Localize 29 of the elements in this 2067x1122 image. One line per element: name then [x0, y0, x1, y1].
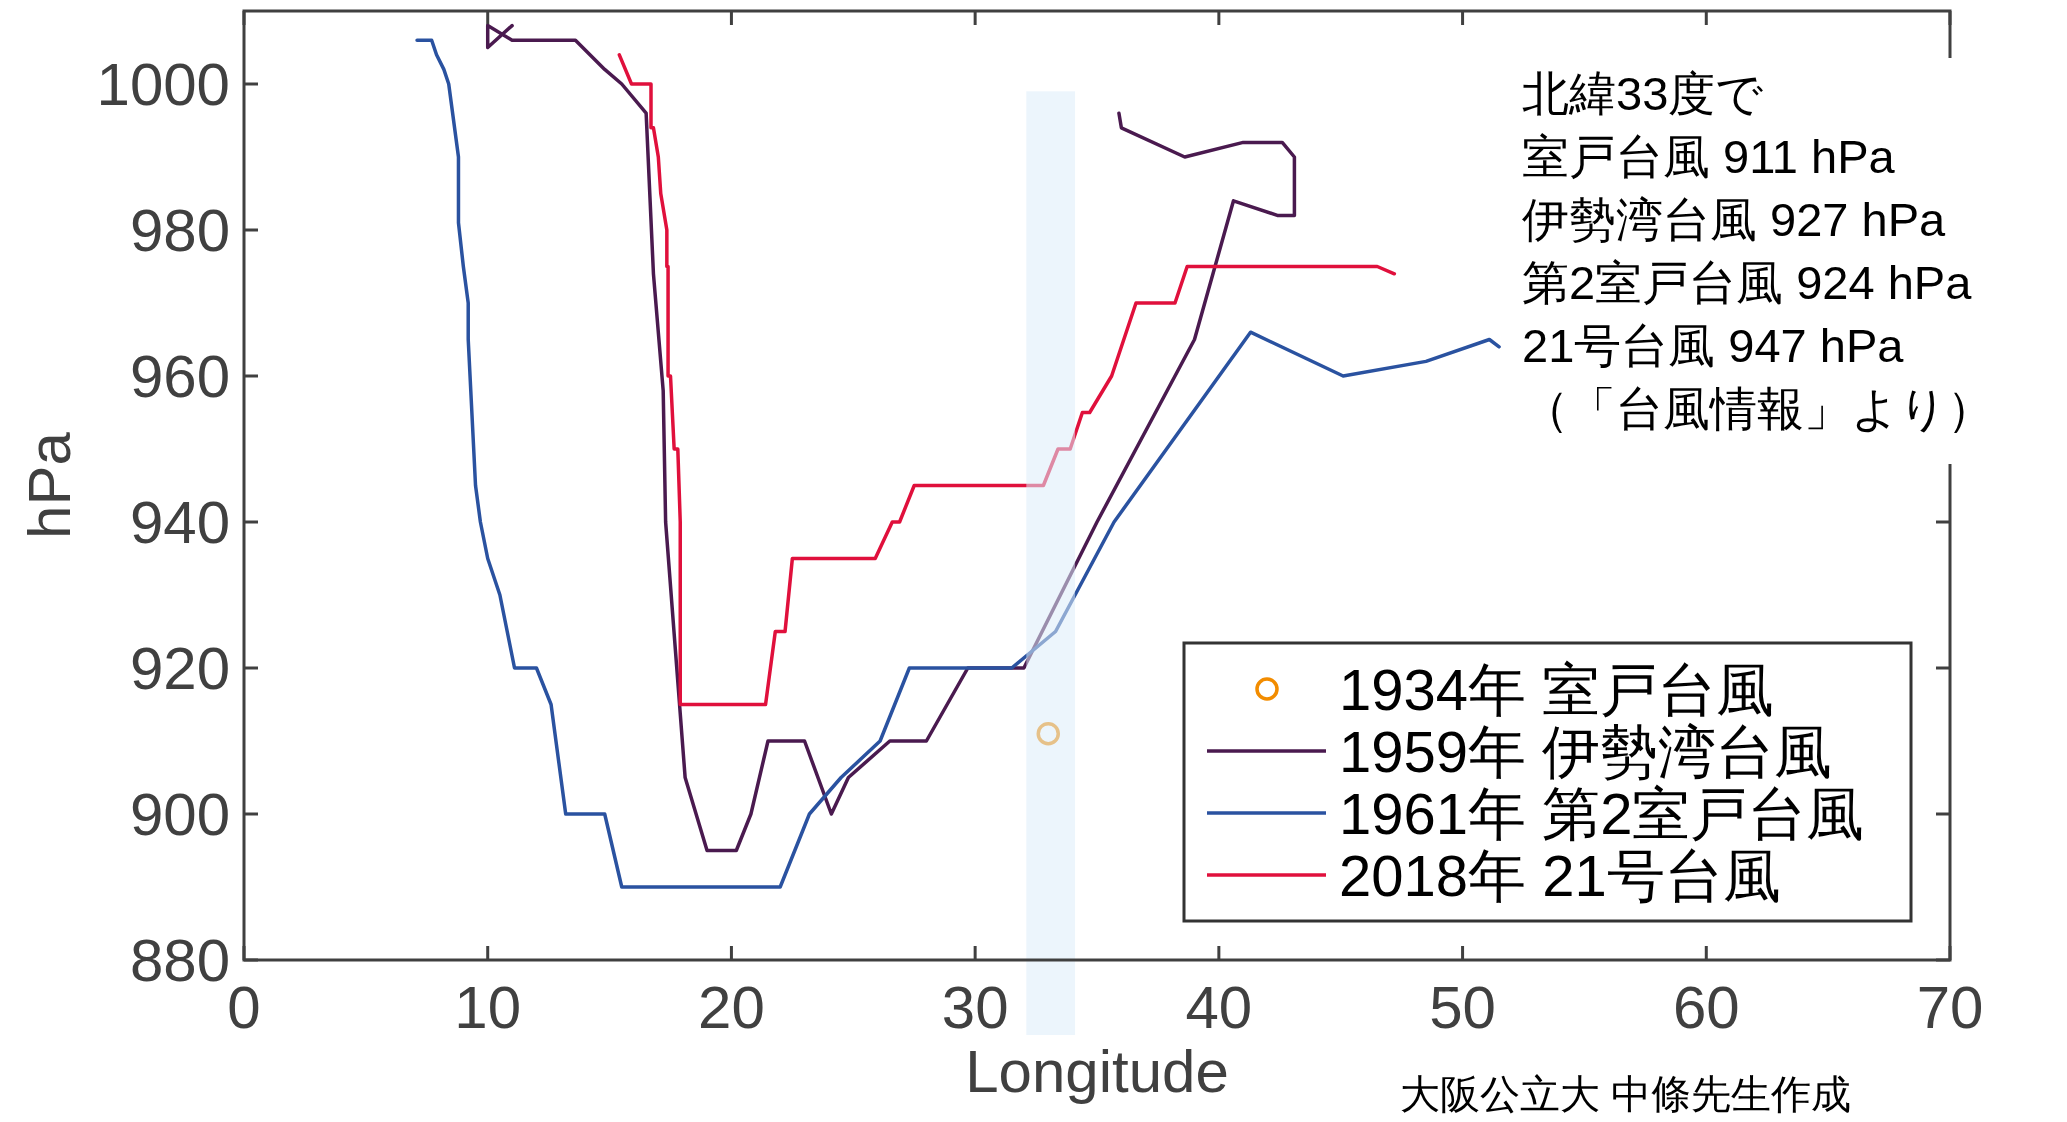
x-tick-label: 50 [1429, 974, 1496, 1041]
y-tick-label: 880 [129, 927, 230, 994]
x-tick-label: 70 [1916, 974, 1984, 1041]
annotation: 伊勢湾台風 927 hPa [1522, 193, 1947, 246]
x-tick-label: 10 [454, 974, 522, 1041]
x-tick-label: 40 [1185, 974, 1253, 1041]
y-tick-label: 960 [129, 343, 230, 410]
y-tick-label: 980 [129, 197, 230, 264]
legend-label: 1934年 室戸台風 [1339, 657, 1775, 722]
annotation: 21号台風 947 hPa [1522, 319, 1905, 372]
annotation: 第2室戸台風 924 hPa [1522, 256, 1973, 309]
y-axis-title: hPa [16, 431, 83, 539]
x-tick-label: 0 [227, 974, 261, 1041]
y-tick-label: 1000 [96, 51, 230, 118]
text: 大阪公立大 中條先生作成 [1400, 1072, 1852, 1116]
y-tick-label: 900 [129, 781, 230, 848]
x-tick-label: 60 [1672, 974, 1740, 1041]
annotation: （「台風情報」より） [1522, 382, 1994, 435]
legend-label: 2018年 21号台風 [1339, 843, 1781, 908]
y-tick-label: 940 [129, 489, 230, 556]
annotation: 室戸台風 911 hPa [1522, 130, 1896, 183]
line-series [485, 23, 1297, 853]
x-axis-title: Longitude [965, 1038, 1229, 1105]
legend-label: 1959年 伊勢湾台風 [1339, 719, 1833, 784]
y-tick-label: 920 [129, 635, 230, 702]
legend-label: 1961年 第2室戸台風 [1339, 781, 1865, 846]
x-tick-label: 20 [698, 974, 765, 1041]
annotation: 北緯33度で [1522, 67, 1764, 120]
x-tick-label: 30 [941, 974, 1009, 1041]
